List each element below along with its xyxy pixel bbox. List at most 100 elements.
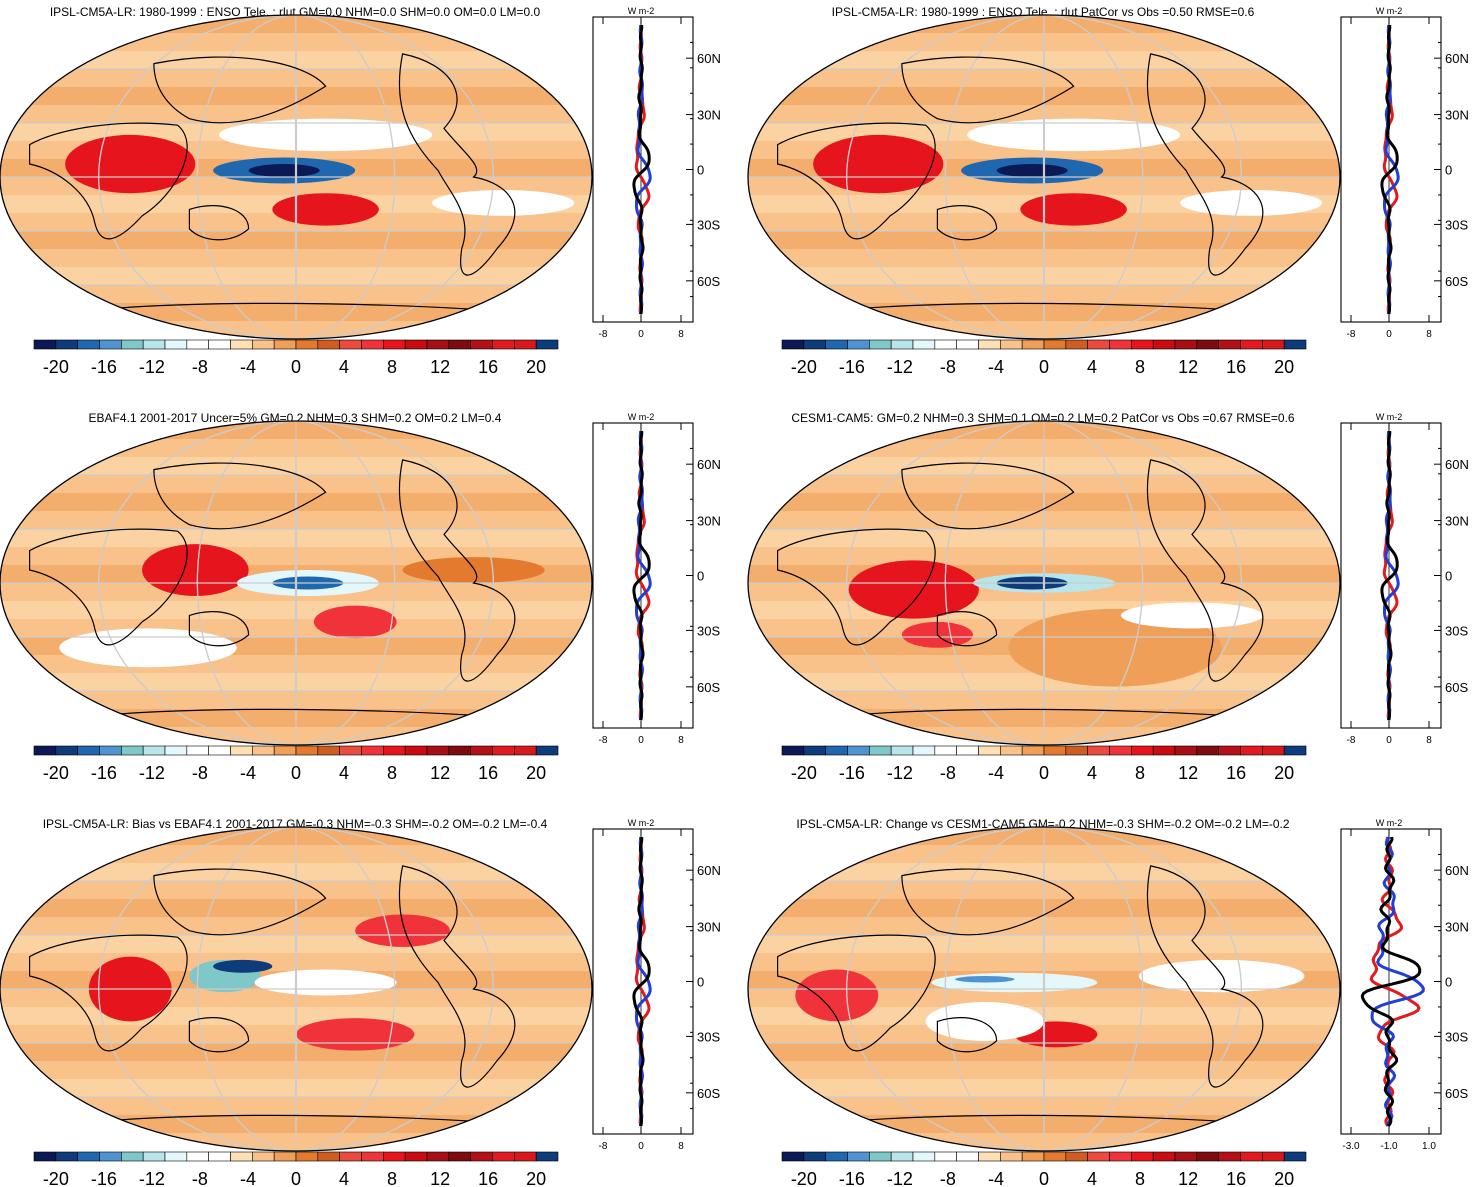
colorbar-swatch (492, 1151, 515, 1162)
shade-region (967, 118, 1181, 152)
colorbar-label: -12 (887, 1169, 913, 1187)
colorbar-swatch (77, 339, 100, 350)
colorbar-label: -12 (139, 1169, 165, 1187)
x-tick-label: -8 (599, 329, 608, 340)
colorbar-swatch (230, 745, 253, 756)
colorbar-swatch (208, 339, 231, 350)
coastline (153, 868, 327, 936)
colorbar-label: 16 (478, 763, 498, 783)
coastline (398, 459, 516, 682)
colorbar-swatch (121, 1151, 144, 1162)
lat-tick-label: 30N (697, 514, 721, 529)
map-field (0, 827, 592, 1151)
colorbar-label: -16 (839, 357, 865, 377)
colorbar-swatch (230, 339, 253, 350)
colorbar-swatch (1152, 339, 1176, 350)
lat-tick-label: 30N (1445, 108, 1469, 123)
colorbar-swatch (77, 1151, 100, 1162)
colorbar-swatch (142, 339, 166, 350)
shade-region (925, 1001, 1044, 1041)
colorbar-label: 20 (526, 1169, 546, 1187)
graticule-meridian (944, 15, 1144, 339)
x-tick-label: 1.0 (1422, 1141, 1436, 1152)
shade-region (848, 560, 979, 619)
colorbar-swatch (470, 1151, 493, 1162)
colorbar-swatch (361, 339, 384, 350)
coastline (936, 1017, 998, 1053)
colorbar-swatch (404, 339, 428, 350)
colorbar-swatch (99, 1151, 122, 1162)
colorbar-swatch (186, 745, 209, 756)
shade-region (65, 134, 196, 194)
x-tick-label: -1.0 (1380, 1141, 1398, 1152)
shade-region (1120, 602, 1264, 629)
map-border (0, 14, 593, 340)
colorbar-swatch (1218, 1151, 1241, 1162)
colorbar-swatch (448, 745, 471, 756)
shade-region (142, 544, 249, 596)
colorbar-swatch (803, 1151, 826, 1162)
lat-tick-label: 0 (1445, 975, 1452, 990)
colorbar-swatch (847, 745, 870, 756)
colorbar-swatch (448, 1151, 471, 1162)
colorbar-swatch (317, 745, 340, 756)
colorbar-swatch (186, 339, 209, 350)
panel-3: EBAF4.1 2001-2017 Uncer=5% GM=0.2 NHM=0.… (0, 411, 721, 783)
x-tick-label: -8 (1347, 329, 1356, 340)
colorbar-swatch (492, 745, 515, 756)
colorbar-swatch (295, 339, 319, 350)
colorbar-swatch (1109, 339, 1132, 350)
graticule-meridian (294, 421, 298, 745)
panel-1: IPSL-CM5A-LR: 1980-1999 : ENSO Tele. : r… (0, 5, 721, 377)
colorbar-swatch (142, 1151, 166, 1162)
colorbar-swatch (514, 745, 537, 756)
panel-title: CESM1-CAM5: GM=0.2 NHM=0.3 SHM=0.1 OM=0.… (791, 411, 1295, 425)
profile-line-reference (635, 24, 652, 315)
colorbar-swatch (164, 339, 188, 350)
colorbar-swatch (890, 745, 914, 756)
colorbar-swatch (121, 745, 144, 756)
colorbar-swatch (1283, 745, 1307, 756)
colorbar-label: 16 (1226, 1169, 1246, 1187)
colorbar-swatch (404, 1151, 428, 1162)
lat-tick-label: 30S (1445, 623, 1468, 638)
colorbar-label: 12 (430, 763, 450, 783)
colorbar-label: 20 (526, 763, 546, 783)
x-tick-label: 8 (678, 735, 684, 746)
colorbar-label: -4 (988, 763, 1004, 783)
colorbar-swatch (1087, 745, 1110, 756)
profile-units: W m-2 (628, 818, 655, 828)
colorbar-swatch (956, 339, 979, 350)
colorbar-swatch (383, 745, 406, 756)
colorbar-label: -16 (839, 1169, 865, 1187)
colorbar-swatch (1021, 339, 1045, 350)
colorbar-swatch (956, 1151, 979, 1162)
shade-region (219, 118, 433, 152)
panel-title: IPSL-CM5A-LR: Bias vs EBAF4.1 2001-2017 … (43, 817, 548, 831)
x-tick-label: 8 (1426, 735, 1432, 746)
shade-region (296, 1018, 415, 1051)
colorbar-label: 20 (1274, 357, 1294, 377)
profile-line-reference (635, 430, 652, 721)
shade-region (313, 605, 397, 639)
colorbar-swatch (978, 339, 1001, 350)
coastline (1146, 865, 1264, 1088)
colorbar-swatch (55, 745, 78, 756)
colorbar-swatch (33, 1151, 57, 1162)
colorbar-swatch (142, 745, 166, 756)
colorbar-label: -8 (940, 357, 956, 377)
profile-line-mean (1360, 836, 1422, 1127)
colorbar-label: 4 (339, 1169, 349, 1187)
coastline (901, 56, 1075, 124)
map-field (748, 15, 1340, 339)
colorbar-swatch (535, 745, 559, 756)
x-tick-label: 8 (678, 1141, 684, 1152)
colorbar-label: 4 (1087, 357, 1097, 377)
profile-line-mean (632, 430, 651, 721)
colorbar-swatch (535, 339, 559, 350)
colorbar-swatch (361, 1151, 384, 1162)
coastline (901, 462, 1075, 530)
colorbar-swatch (492, 339, 515, 350)
lat-tick-label: 0 (1445, 569, 1452, 584)
colorbar-swatch (1043, 1151, 1067, 1162)
